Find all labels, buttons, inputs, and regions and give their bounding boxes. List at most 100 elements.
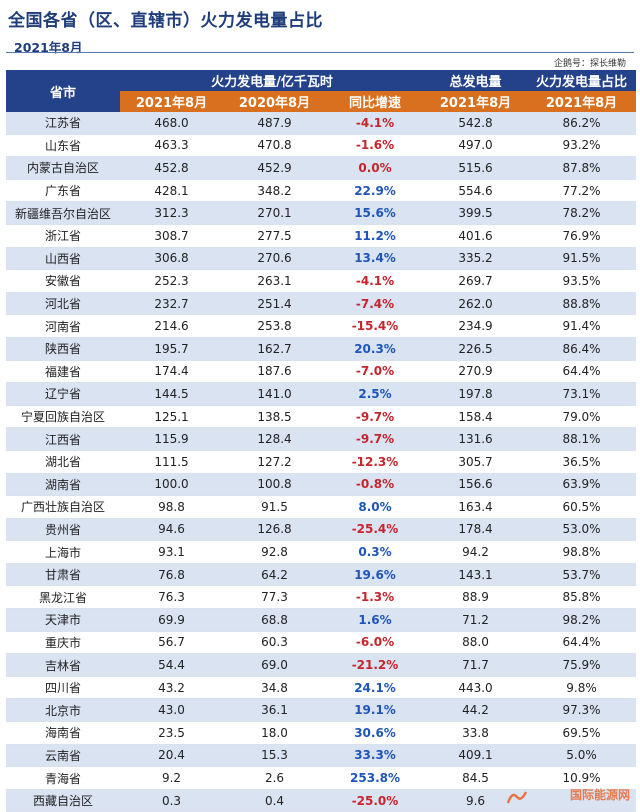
thermal-2021-cell: 252.3	[120, 269, 223, 293]
thermal-share-cell: 36.5%	[527, 450, 637, 474]
thermal-2021-cell: 144.5	[120, 382, 223, 406]
thermal-2020-cell: 487.9	[223, 112, 326, 135]
yoy-cell: -4.1%	[326, 269, 425, 293]
yoy-cell: 30.6%	[326, 721, 425, 745]
table-row: 北京市 43.0 36.1 19.1% 44.2 97.3%	[6, 698, 637, 723]
yoy-cell: 0.0%	[326, 156, 425, 180]
thermal-2021-cell: 312.3	[120, 201, 223, 225]
title-divider	[6, 52, 634, 53]
thermal-share-cell: 64.4%	[527, 360, 637, 384]
thermal-share-cell: 69.5%	[527, 721, 637, 745]
thermal-2020-cell: 64.2	[223, 563, 326, 587]
thermal-2021-cell: 76.8	[120, 563, 223, 587]
thermal-2021-cell: 23.5	[120, 721, 223, 745]
thermal-share-cell: 86.2%	[527, 112, 637, 135]
thermal-2020-cell: 187.6	[223, 360, 326, 384]
thermal-share-cell: 75.9%	[527, 653, 637, 677]
thermal-2021-cell: 463.3	[120, 134, 223, 158]
total-generation-cell: 178.4	[424, 518, 528, 542]
thermal-power-table: 省市 火力发电量/亿千瓦时 总发电量 火力发电量占比 2021年8月 2020年…	[6, 70, 637, 812]
table-row: 宁夏回族自治区 125.1 138.5 -9.7% 158.4 79.0%	[6, 405, 637, 429]
thermal-2021-cell: 428.1	[120, 179, 223, 203]
yoy-cell: 22.9%	[326, 179, 425, 203]
thermal-share-cell: 87.8%	[527, 156, 637, 180]
thermal-2021-cell: 54.4	[120, 653, 223, 677]
thermal-share-cell: 91.4%	[527, 314, 637, 338]
total-generation-cell: 84.5	[424, 766, 528, 790]
yoy-cell: 253.8%	[326, 766, 425, 790]
watermark: 国际能源网	[569, 788, 630, 802]
header-share-2021-aug: 2021年8月	[527, 91, 637, 112]
thermal-2020-cell: 253.8	[223, 314, 326, 338]
thermal-2021-cell: 0.3	[120, 789, 223, 812]
thermal-2020-cell: 36.1	[223, 698, 326, 723]
province-cell: 湖北省	[6, 450, 120, 474]
yoy-cell: -25.4%	[326, 518, 425, 542]
thermal-2020-cell: 126.8	[223, 518, 326, 542]
yoy-cell: -4.1%	[326, 112, 425, 135]
total-generation-cell: 33.8	[424, 721, 528, 745]
total-generation-cell: 262.0	[424, 292, 528, 316]
yoy-cell: -7.0%	[326, 360, 425, 384]
yoy-cell: 2.5%	[326, 382, 425, 406]
table-row: 甘肃省 76.8 64.2 19.6% 143.1 53.7%	[6, 563, 637, 587]
province-cell: 江西省	[6, 427, 120, 451]
yoy-cell: -15.4%	[326, 314, 425, 338]
total-generation-cell: 158.4	[424, 405, 528, 429]
thermal-2020-cell: 128.4	[223, 427, 326, 451]
thermal-2021-cell: 468.0	[120, 112, 223, 135]
yoy-cell: -0.8%	[326, 473, 425, 497]
table-row: 福建省 174.4 187.6 -7.0% 270.9 64.4%	[6, 360, 637, 384]
province-cell: 新疆维吾尔自治区	[6, 201, 120, 225]
total-generation-cell: 401.6	[424, 224, 528, 248]
thermal-share-cell: 88.8%	[527, 292, 637, 316]
thermal-2021-cell: 174.4	[120, 360, 223, 384]
total-generation-cell: 163.4	[424, 495, 528, 519]
province-cell: 云南省	[6, 744, 120, 768]
thermal-share-cell: 79.0%	[527, 405, 637, 429]
total-generation-cell: 497.0	[424, 134, 528, 158]
total-generation-cell: 71.7	[424, 653, 528, 677]
province-cell: 海南省	[6, 721, 120, 745]
province-cell: 陕西省	[6, 337, 120, 361]
header-total-generation: 总发电量	[424, 70, 528, 91]
province-cell: 西藏自治区	[6, 789, 120, 812]
total-generation-cell: 515.6	[424, 156, 528, 180]
total-generation-cell: 399.5	[424, 201, 528, 225]
province-cell: 甘肃省	[6, 563, 120, 587]
total-generation-cell: 71.2	[424, 608, 528, 632]
table-row: 海南省 23.5 18.0 30.6% 33.8 69.5%	[6, 721, 637, 745]
thermal-share-cell: 5.0%	[527, 744, 637, 768]
source-note: 企鹅号：探长维勒	[553, 59, 626, 69]
total-generation-cell: 270.9	[424, 360, 528, 384]
thermal-2021-cell: 76.3	[120, 585, 223, 610]
header-yoy: 同比增速	[326, 91, 425, 112]
thermal-2020-cell: 34.8	[223, 676, 326, 700]
table-row: 河北省 232.7 251.4 -7.4% 262.0 88.8%	[6, 292, 637, 316]
table-row: 贵州省 94.6 126.8 -25.4% 178.4 53.0%	[6, 518, 637, 542]
thermal-2021-cell: 94.6	[120, 518, 223, 542]
page-subtitle: 2021年8月	[14, 40, 83, 55]
province-cell: 重庆市	[6, 631, 120, 655]
yoy-cell: -25.0%	[326, 789, 425, 812]
total-generation-cell: 335.2	[424, 247, 528, 271]
total-generation-cell: 409.1	[424, 744, 528, 768]
thermal-2020-cell: 141.0	[223, 382, 326, 406]
watermark-logo-icon	[506, 791, 528, 804]
thermal-2021-cell: 232.7	[120, 292, 223, 316]
thermal-2020-cell: 68.8	[223, 608, 326, 632]
province-cell: 浙江省	[6, 224, 120, 248]
thermal-2020-cell: 263.1	[223, 269, 326, 293]
table-row: 江苏省 468.0 487.9 -4.1% 542.8 86.2%	[6, 112, 637, 135]
header-2021-aug: 2021年8月	[120, 91, 223, 112]
province-cell: 广东省	[6, 179, 120, 203]
province-cell: 安徽省	[6, 269, 120, 293]
total-generation-cell: 226.5	[424, 337, 528, 361]
total-generation-cell: 542.8	[424, 112, 528, 135]
total-generation-cell: 9.6	[424, 789, 528, 812]
yoy-cell: 11.2%	[326, 224, 425, 248]
thermal-2021-cell: 195.7	[120, 337, 223, 361]
province-cell: 青海省	[6, 766, 120, 790]
thermal-share-cell: 53.0%	[527, 518, 637, 542]
thermal-share-cell: 60.5%	[527, 495, 637, 519]
